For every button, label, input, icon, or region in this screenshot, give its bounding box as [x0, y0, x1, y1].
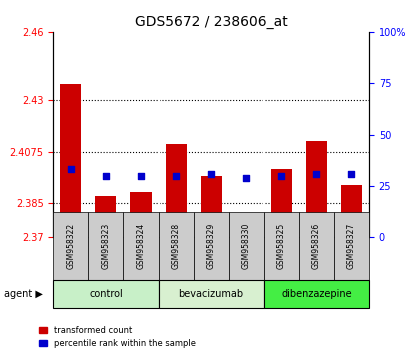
Bar	[200, 176, 221, 237]
Legend: transformed count, percentile rank within the sample: transformed count, percentile rank withi…	[37, 324, 197, 350]
Text: GSM958327: GSM958327	[346, 223, 355, 269]
Text: GSM958329: GSM958329	[206, 223, 215, 269]
Point	[243, 175, 249, 181]
FancyBboxPatch shape	[298, 212, 333, 280]
Point	[312, 171, 319, 176]
Text: control: control	[89, 289, 122, 299]
FancyBboxPatch shape	[228, 212, 263, 280]
FancyBboxPatch shape	[158, 212, 193, 280]
Point	[102, 173, 109, 178]
Title: GDS5672 / 238606_at: GDS5672 / 238606_at	[135, 16, 287, 29]
Text: GSM958324: GSM958324	[136, 223, 145, 269]
Bar	[235, 228, 256, 237]
Text: GSM958323: GSM958323	[101, 223, 110, 269]
FancyBboxPatch shape	[193, 212, 228, 280]
Point	[207, 171, 214, 176]
Point	[137, 173, 144, 178]
Text: agent ▶: agent ▶	[4, 289, 43, 299]
FancyBboxPatch shape	[53, 212, 88, 280]
Bar	[340, 185, 361, 237]
Text: GSM958326: GSM958326	[311, 223, 320, 269]
Point	[172, 173, 179, 178]
Text: GSM958325: GSM958325	[276, 223, 285, 269]
Point	[277, 173, 284, 178]
FancyBboxPatch shape	[123, 212, 158, 280]
FancyBboxPatch shape	[333, 212, 368, 280]
Text: GSM958322: GSM958322	[66, 223, 75, 269]
Bar	[95, 196, 116, 237]
Bar	[60, 84, 81, 237]
FancyBboxPatch shape	[88, 212, 123, 280]
FancyBboxPatch shape	[158, 280, 263, 308]
Point	[67, 167, 74, 172]
FancyBboxPatch shape	[53, 280, 158, 308]
Text: bevacizumab: bevacizumab	[178, 289, 243, 299]
Bar	[165, 144, 186, 237]
Text: GSM958328: GSM958328	[171, 223, 180, 269]
FancyBboxPatch shape	[263, 280, 368, 308]
Text: GSM958330: GSM958330	[241, 223, 250, 269]
FancyBboxPatch shape	[263, 212, 298, 280]
Bar	[130, 192, 151, 237]
Point	[347, 171, 354, 176]
Bar	[270, 169, 291, 237]
Bar	[305, 141, 326, 237]
Text: dibenzazepine: dibenzazepine	[281, 289, 351, 299]
